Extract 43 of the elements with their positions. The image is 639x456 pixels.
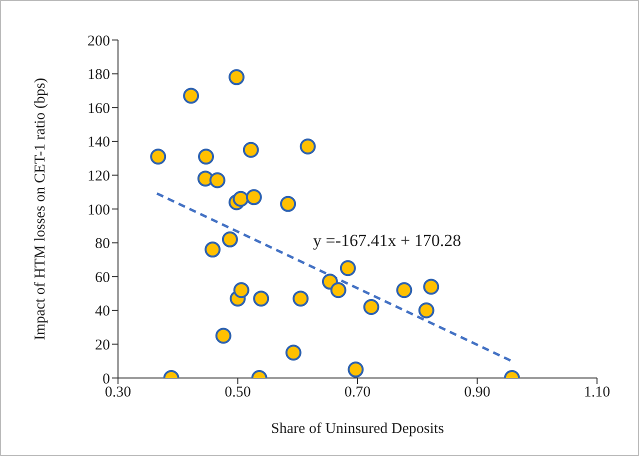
point — [232, 190, 249, 207]
y-tick-label: 80 — [95, 236, 110, 252]
point — [242, 142, 259, 158]
point — [183, 88, 200, 104]
x-tick-label: 0.50 — [224, 384, 251, 401]
point — [292, 290, 309, 307]
point — [396, 282, 412, 298]
x-axis-title: Share of Uninsured Deposits — [271, 421, 444, 437]
annotation: y =-167.41x + 170.28 — [313, 231, 462, 251]
y-tick-label: 60 — [95, 270, 110, 286]
point — [228, 69, 245, 86]
point — [215, 328, 232, 344]
point — [280, 196, 296, 212]
x-tick-label: 1.10 — [584, 384, 610, 401]
point — [253, 290, 270, 307]
point — [423, 278, 440, 295]
x-tick-label: 0.90 — [464, 384, 490, 401]
y-tick-label: 180 — [88, 67, 110, 84]
y-tick-label: 140 — [88, 134, 110, 151]
x-tick-label: 0.70 — [344, 384, 371, 401]
point — [222, 231, 238, 248]
point — [204, 242, 221, 258]
y-tick-label: 20 — [95, 338, 110, 354]
y-tick-label: 0 — [102, 371, 110, 388]
point — [233, 282, 250, 298]
point — [418, 302, 434, 318]
point — [209, 172, 226, 188]
point — [246, 189, 262, 206]
x-tick-label: 0.30 — [104, 384, 132, 401]
y-axis-title: Impact of HTM losses on CET-1 ratio (bps) — [32, 78, 48, 340]
point — [300, 138, 316, 154]
y-tick-label: 120 — [88, 168, 110, 185]
point — [150, 148, 166, 165]
point — [340, 260, 356, 276]
y-tick-label: 100 — [88, 202, 110, 218]
point — [285, 344, 302, 361]
y-tick-label: 200 — [88, 33, 110, 50]
point — [198, 148, 214, 165]
point — [348, 362, 364, 378]
y-tick-label: 160 — [88, 100, 110, 117]
y-tick-label: 40 — [95, 304, 110, 320]
point — [330, 282, 346, 298]
point — [363, 299, 380, 316]
